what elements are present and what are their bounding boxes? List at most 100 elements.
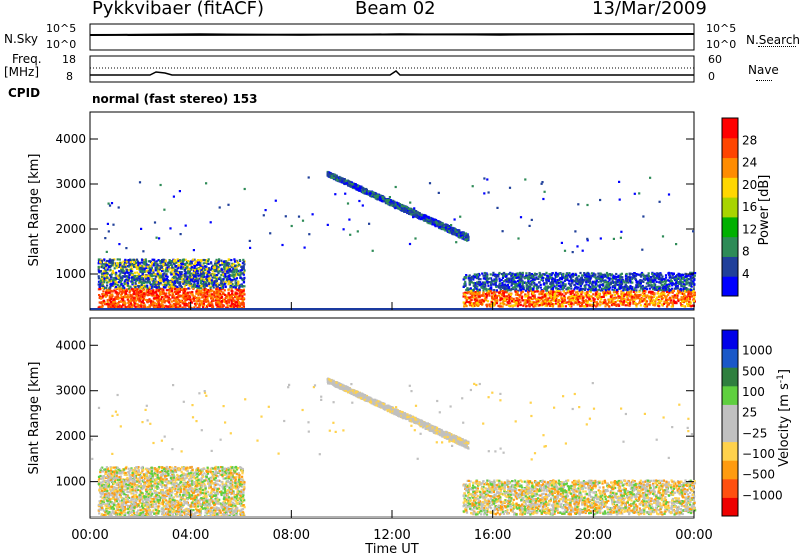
scatter-cell <box>474 294 477 297</box>
scatter-cell <box>631 278 634 281</box>
scatter-cell <box>546 287 549 290</box>
scatter-cell <box>407 211 410 214</box>
scatter-cell <box>232 304 235 307</box>
scatter-cell <box>134 261 138 264</box>
scatter-cell <box>525 299 528 302</box>
scatter-cell <box>575 285 578 288</box>
scatter-cell <box>118 285 121 288</box>
scatter-cell <box>213 265 216 268</box>
scatter-cell <box>400 204 403 207</box>
scatter-cell <box>152 271 155 274</box>
scatter-cell <box>142 297 145 300</box>
scatter-cell <box>206 298 209 301</box>
scatter-cell <box>122 265 125 268</box>
scatter-cell <box>607 280 610 284</box>
scatter-cell <box>469 287 472 290</box>
scatter-cell <box>193 258 196 261</box>
scatter-cell <box>410 209 413 212</box>
scatter-cell <box>402 209 405 212</box>
scatter-cell <box>183 304 186 307</box>
scatter-cell <box>110 284 113 287</box>
scatter-cell <box>491 274 495 277</box>
scatter-cell <box>203 278 206 281</box>
scatter-cell <box>219 306 222 309</box>
scatter-cell <box>138 300 141 303</box>
scatter-cell <box>154 296 157 299</box>
scatter-cell <box>197 286 200 289</box>
scatter-cell <box>448 225 451 228</box>
scatter-cell <box>130 265 133 268</box>
scatter-cell <box>645 296 648 299</box>
scatter-cell <box>335 174 338 177</box>
scatter-cell <box>154 261 157 264</box>
scatter-cell <box>195 270 199 273</box>
scatter-cell <box>144 285 147 288</box>
scatter-cell <box>233 306 236 309</box>
scatter-cell <box>537 285 540 288</box>
scatter-cell <box>162 261 165 264</box>
scatter-cell <box>192 258 195 261</box>
scatter-cell <box>538 300 541 303</box>
scatter-cell <box>150 285 153 288</box>
scatter-cell <box>138 286 141 289</box>
scatter-cell <box>384 199 387 202</box>
scatter-cell <box>350 181 353 184</box>
scatter-cell <box>97 265 100 268</box>
scatter-cell <box>213 294 216 297</box>
scatter-cell <box>140 266 143 269</box>
scatter-cell <box>109 294 112 297</box>
scatter-cell <box>570 300 573 304</box>
scatter-cell <box>108 291 111 294</box>
scatter-cell <box>118 300 121 303</box>
scatter-cell <box>141 299 144 302</box>
scatter-cell <box>103 276 106 279</box>
scatter-cell <box>148 304 151 307</box>
scatter-cell <box>623 299 626 303</box>
scatter-cell <box>127 284 130 287</box>
scatter-cell <box>104 262 107 265</box>
scatter-cell <box>200 260 203 263</box>
scatter-cell <box>177 274 180 277</box>
scatter-cell <box>203 272 206 275</box>
scatter-cell <box>421 217 424 220</box>
scatter-cell <box>211 270 214 273</box>
scatter-cell <box>159 274 162 277</box>
scatter-cell <box>330 174 333 178</box>
scatter-cell <box>235 297 238 300</box>
scatter-cell <box>224 270 227 273</box>
scatter-cell <box>212 283 215 287</box>
scatter-cell <box>98 296 101 300</box>
scatter-cell <box>391 200 394 204</box>
scatter-cell <box>179 299 183 302</box>
scatter-cell <box>218 283 221 287</box>
scatter-cell <box>116 286 119 289</box>
scatter-cell <box>139 264 142 267</box>
scatter-cell <box>147 277 150 280</box>
scatter-cell <box>398 204 401 207</box>
scatter-cell <box>170 270 173 273</box>
scatter-cell <box>128 272 131 275</box>
scatter-cell <box>164 263 167 266</box>
scatter-cell <box>155 285 158 289</box>
scatter-cell <box>238 291 242 294</box>
scatter-cell <box>218 288 221 291</box>
scatter-cell <box>146 291 149 294</box>
scatter-cell <box>106 268 109 271</box>
scatter-cell <box>168 301 171 304</box>
scatter-cell <box>134 287 137 290</box>
scatter-cell <box>195 302 199 305</box>
scatter-cell <box>202 302 205 305</box>
scatter-cell <box>172 285 175 288</box>
scatter-cell <box>206 275 209 278</box>
scatter-cell <box>388 202 392 206</box>
scatter-cell <box>584 287 587 290</box>
scatter-cell <box>658 281 661 284</box>
scatter-cell <box>555 281 558 284</box>
scatter-cell <box>426 221 429 224</box>
scatter-cell <box>625 301 628 304</box>
scatter-cell <box>99 260 102 263</box>
scatter-cell <box>387 202 390 205</box>
scatter-cell <box>192 271 195 274</box>
scatter-cell <box>412 211 415 214</box>
scatter-cell <box>215 269 218 272</box>
